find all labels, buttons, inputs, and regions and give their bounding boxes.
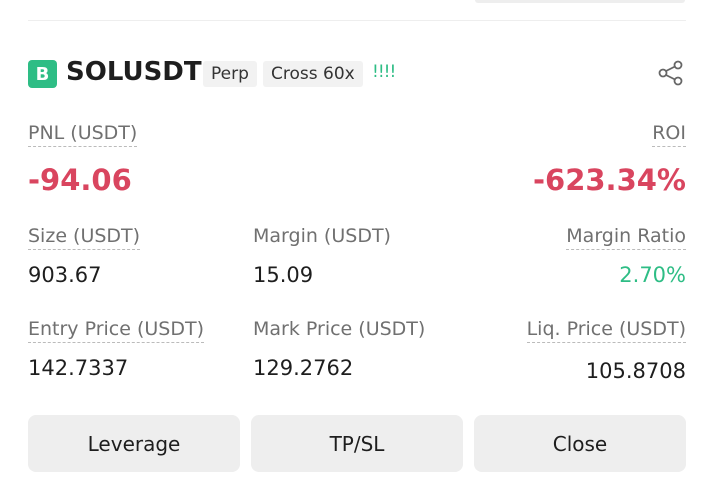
field-value: 15.09 xyxy=(253,263,314,287)
tag: Cross 60x xyxy=(263,61,363,87)
field-value: 129.2762 xyxy=(253,356,354,380)
leverage-button[interactable]: Leverage xyxy=(28,415,240,472)
field-value: 142.7337 xyxy=(28,356,129,380)
pnl-value: -94.06 xyxy=(28,163,132,197)
tag: Perp xyxy=(203,61,257,87)
signal: !!!! xyxy=(372,62,396,82)
symbol: SOLUSDT xyxy=(66,57,202,87)
field-label: ROI xyxy=(652,122,686,147)
prev-button-edge xyxy=(475,0,685,3)
roi-value: -623.34% xyxy=(532,163,686,197)
field-label: Mark Price (USDT) xyxy=(253,318,426,340)
share-icon[interactable] xyxy=(658,60,684,86)
divider xyxy=(28,20,686,21)
field-label: PNL (USDT) xyxy=(28,122,138,147)
field-label: Margin (USDT) xyxy=(253,225,391,247)
field-label: Size (USDT) xyxy=(28,225,141,250)
badge: B xyxy=(28,60,57,88)
field-label: Margin Ratio xyxy=(566,225,686,250)
field-value: 903.67 xyxy=(28,263,102,287)
tpsl-button[interactable]: TP/SL xyxy=(251,415,463,472)
field-value: 105.8708 xyxy=(585,359,686,383)
field-label: Liq. Price (USDT) xyxy=(526,318,686,343)
field-label: Entry Price (USDT) xyxy=(28,318,205,343)
field-value: 2.70% xyxy=(619,263,686,287)
close-button[interactable]: Close xyxy=(474,415,686,472)
